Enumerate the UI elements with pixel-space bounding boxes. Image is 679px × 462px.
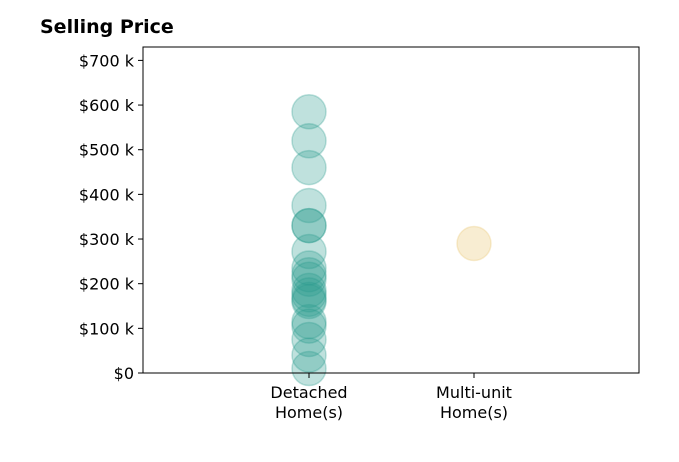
data-point [291,233,327,270]
data-point [291,94,327,130]
data-point [291,350,327,387]
x-tick-label: Detached Home(s) [270,383,347,422]
data-point [456,225,492,262]
x-tick-label: Multi-unit Home(s) [436,383,512,422]
data-point [291,261,327,297]
y-tick-label: $300 k [79,230,135,249]
data-point [291,250,327,286]
chart-title: Selling Price [40,16,174,38]
data-point [291,308,327,344]
data-point [291,207,327,244]
data-point [291,257,327,293]
y-tick-label: $0 [114,364,134,383]
data-point [291,281,327,318]
y-tick-label: $500 k [79,141,135,160]
y-tick-label: $100 k [79,319,135,338]
y-axis: $0 $100 k $200 k $300 k $400 k $500 k $600 k $7… [79,51,143,383]
data-point [291,283,327,320]
data-point [291,303,327,340]
y-tick-label: $600 k [79,96,135,115]
data-point [291,149,327,186]
data-point [291,207,327,244]
y-tick-label: $200 k [79,275,135,294]
y-tick-label: $400 k [79,185,135,204]
data-points [291,94,492,387]
plot-area [142,46,640,374]
data-point [291,321,327,358]
data-point [291,272,327,309]
data-point [291,187,327,224]
x-axis: Detached Home(s) Multi-unit Home(s) [270,373,512,422]
data-point [291,277,327,313]
data-point [291,337,327,373]
y-tick-label: $700 k [79,51,135,70]
data-point [291,123,327,159]
